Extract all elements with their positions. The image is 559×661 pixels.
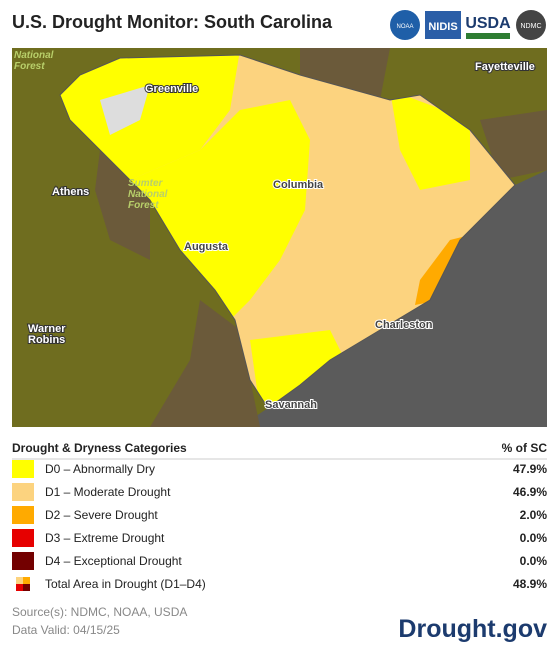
no-drought — [100, 85, 150, 135]
region — [300, 48, 390, 100]
map-label: Forest — [128, 200, 159, 211]
logo-usda-bar — [466, 33, 510, 39]
date: Data Valid: 04/15/25 — [12, 623, 120, 637]
swatch — [12, 529, 34, 547]
swatch — [23, 577, 30, 584]
logos: NOAA NIDIS USDA NDMC — [390, 10, 546, 40]
logo-nidis — [425, 11, 461, 39]
map-label: Warner — [28, 323, 66, 335]
category-label: D4 – Exceptional Drought — [45, 554, 182, 568]
category-label: D3 – Extreme Drought — [45, 531, 165, 545]
swatch — [23, 584, 30, 591]
map-label: Augusta — [184, 241, 229, 253]
category-label: D0 – Abnormally Dry — [45, 462, 155, 476]
logo-text: NOAA — [396, 24, 413, 30]
map-label: Fayetteville — [475, 61, 535, 73]
category-label: Total Area in Drought (D1–D4) — [45, 577, 206, 591]
map-label: Columbia — [273, 179, 324, 191]
map-label: Athens — [52, 186, 89, 198]
swatch — [16, 584, 23, 591]
category-label: D1 – Moderate Drought — [45, 485, 171, 499]
category-value: 0.0% — [520, 531, 548, 545]
region — [95, 150, 150, 260]
title: U.S. Drought Monitor: South Carolina — [12, 12, 333, 32]
d0-area — [250, 330, 350, 408]
category-label: D2 – Severe Drought — [45, 508, 158, 522]
legend-column: % of SC — [502, 441, 548, 455]
swatch — [16, 577, 23, 584]
ocean — [240, 170, 547, 427]
category-value: 46.9% — [513, 485, 547, 499]
logo-text: USDA — [465, 15, 511, 32]
map-label: Charleston — [375, 319, 433, 331]
swatch — [12, 483, 34, 501]
category-value: 2.0% — [520, 508, 548, 522]
brand: Drought.gov — [398, 615, 547, 643]
swatch — [12, 552, 34, 570]
logo-ndmc — [516, 10, 546, 40]
logo-text: NIDIS — [428, 21, 457, 33]
region — [150, 300, 260, 427]
swatch — [12, 460, 34, 478]
category-value: 0.0% — [520, 554, 548, 568]
legend-heading: Drought & Dryness Categories — [12, 441, 187, 455]
swatch — [12, 506, 34, 524]
sources: Source(s): NDMC, NOAA, USDA — [12, 605, 187, 619]
logo-noaa — [390, 10, 420, 40]
map-label: Greenville — [145, 83, 198, 95]
map-label: National — [128, 189, 168, 200]
map-label: Robins — [28, 334, 65, 346]
map-label: Forest — [14, 61, 45, 72]
state-border — [59, 54, 516, 409]
legend-rows: D0 – Abnormally Dry 47.9% D1 – Moderate Dr… — [12, 460, 547, 591]
map-label: Sumter — [128, 178, 164, 189]
map — [12, 48, 547, 427]
map-label: National — [14, 50, 54, 61]
logo-text: NDMC — [521, 23, 542, 30]
category-value: 48.9% — [513, 577, 547, 591]
map-label: Savannah — [265, 399, 317, 411]
category-value: 47.9% — [513, 462, 547, 476]
